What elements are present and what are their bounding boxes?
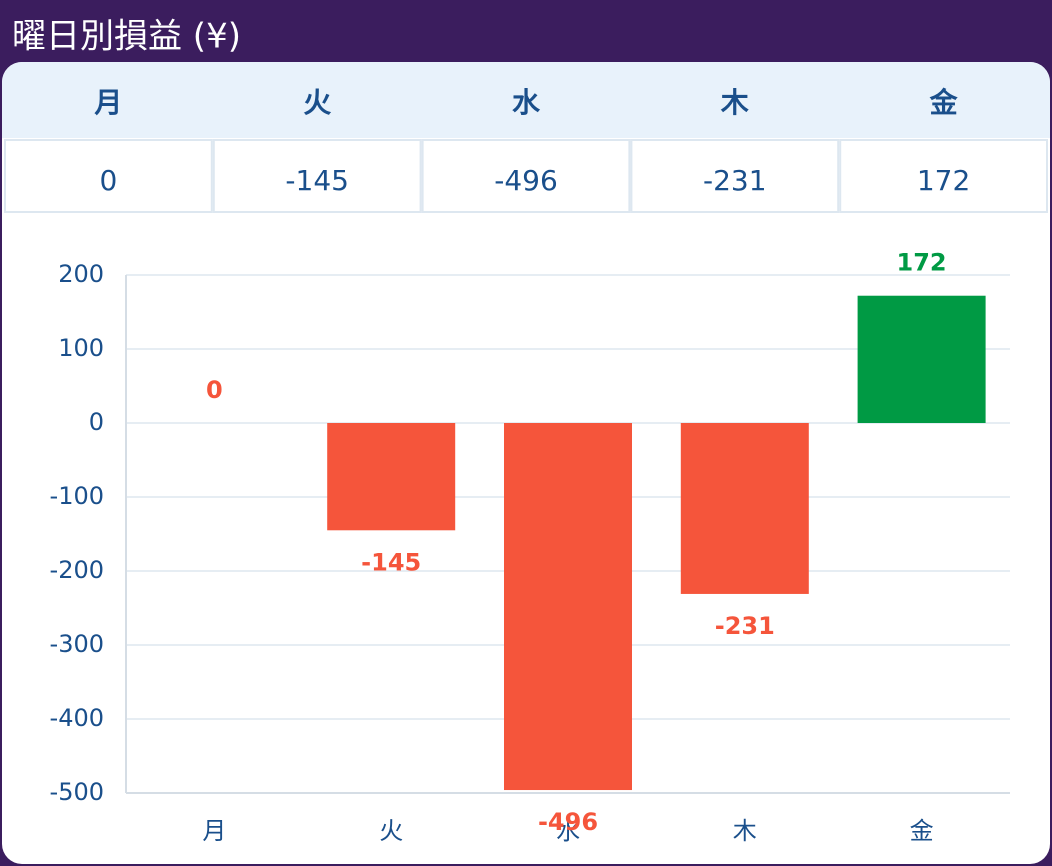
table-value-cell [630,139,840,213]
table-value: -496 [494,164,558,197]
table-header-cell: 火 [303,86,331,119]
bar [504,423,632,791]
y-tick-label: -100 [50,482,104,510]
summary-table: 月 0 火 -145 水 -496 木 -231 金 172 [4,86,1049,213]
bar [327,423,456,531]
table-value-cell [4,139,213,213]
y-tick-label: -400 [50,704,104,732]
page-title: 曜日別損益 (¥) [12,17,241,57]
data-label: -145 [361,548,421,576]
x-tick-label: 火 [379,817,403,845]
y-tick-label: 0 [89,408,104,436]
y-tick-label: -300 [50,630,104,658]
data-label: 0 [206,376,223,404]
data-label: 172 [897,249,947,277]
table-header-cell: 月 [93,86,122,119]
table-value-cell [421,139,631,213]
data-label: -231 [715,612,775,640]
table-value-cell [212,139,422,213]
x-tick-label: 木 [733,817,757,845]
y-tick-label: -200 [50,556,104,584]
bar [857,295,986,423]
table-header-cell: 水 [512,86,541,119]
table-value-cell [839,139,1049,213]
y-tick-label: 200 [58,260,104,288]
x-tick-label: 金 [910,817,934,845]
x-tick-label: 水 [556,817,580,845]
table-header-bg [2,62,1050,138]
x-tick-label: 月 [202,817,226,845]
data-label: -496 [538,808,598,836]
y-tick-label: 100 [58,334,104,362]
table-value: -231 [703,164,767,197]
table-value: 172 [917,164,970,197]
bar [680,423,809,594]
table-value: -145 [285,164,349,197]
table-header-cell: 金 [929,86,959,119]
table-value: 0 [99,164,117,197]
chart: -500 -400 -300 -200 -100 0 100 200 月 0 火 -145 水-496 木… [50,249,1010,845]
y-tick-label: -500 [50,778,104,806]
table-header-cell: 木 [720,86,749,119]
